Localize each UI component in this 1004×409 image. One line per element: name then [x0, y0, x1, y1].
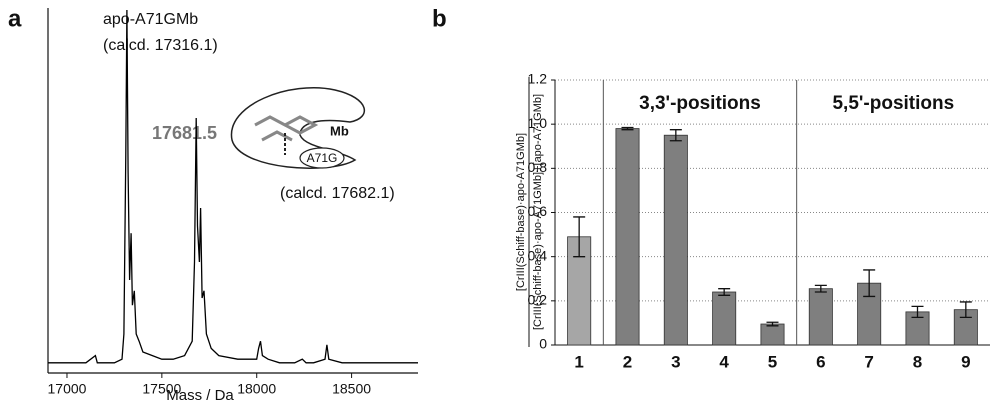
error-bar	[863, 269, 876, 298]
x-tick-label: 5	[768, 352, 777, 371]
bar	[615, 128, 640, 346]
x-tick-label: 2	[623, 352, 632, 371]
x-tick-label: 6	[816, 352, 825, 371]
annotation: apo-A71GMb	[103, 11, 198, 28]
y-tick-label: 1.0	[528, 115, 548, 131]
y-label-numerator: [CrIII(Schiff-base)·apo-A71GMb]	[515, 133, 527, 291]
error-bar	[669, 129, 682, 142]
bar	[808, 288, 833, 346]
annotation: (calcd. 17316.1)	[103, 37, 218, 54]
bar	[663, 134, 688, 346]
x-tick-label: 4	[719, 352, 729, 371]
group-label: 5,5'-positions	[832, 93, 954, 114]
x-tick-label: 8	[913, 352, 922, 371]
y-label-denominator: [CrIII(Schiff-base)·apo-A71GMb]+[apo-A71…	[532, 94, 544, 330]
x-tick-label: 9	[961, 352, 970, 371]
error-bar	[573, 216, 586, 258]
x-tick-label: 18000	[237, 381, 276, 397]
y-axis-label: [CrIII(Schiff-base)·apo-A71GMb] [CrIII(S…	[515, 77, 544, 347]
y-tick-label: 0	[539, 336, 547, 352]
error-bar	[959, 301, 972, 319]
annotation: (calcd. 17682.1)	[280, 185, 395, 202]
panel-label: b	[432, 5, 447, 32]
x-tick-label: 3	[671, 352, 680, 371]
inset-label: A71G	[307, 151, 338, 165]
x-tick-label: 1	[574, 352, 583, 371]
group-label: 3,3'-positions	[639, 93, 761, 114]
x-tick-label: 18500	[332, 381, 371, 397]
error-bar	[621, 126, 634, 131]
bar	[712, 291, 737, 346]
y-tick-label: 0.4	[528, 247, 548, 263]
y-tick-label: 0.2	[528, 292, 548, 308]
y-tick-label: 0.6	[528, 203, 548, 219]
error-bar	[911, 305, 924, 319]
y-tick-label: 0.8	[528, 159, 548, 175]
annotation: 17681.5	[152, 123, 217, 143]
bar	[760, 323, 785, 346]
y-tick-label: 1.2	[528, 71, 548, 87]
error-bar	[766, 321, 779, 327]
inset-label: Mb	[330, 123, 349, 138]
x-tick-label: 7	[864, 352, 873, 371]
x-tick-label: 17500	[142, 381, 181, 397]
error-bar	[814, 284, 827, 293]
x-axis-label: Mass / Da	[166, 387, 234, 404]
x-tick-label: 17000	[48, 381, 87, 397]
panel-label: a	[8, 5, 22, 32]
spectrum-line	[48, 9, 418, 364]
inset	[230, 87, 366, 169]
error-bar	[718, 288, 731, 296]
